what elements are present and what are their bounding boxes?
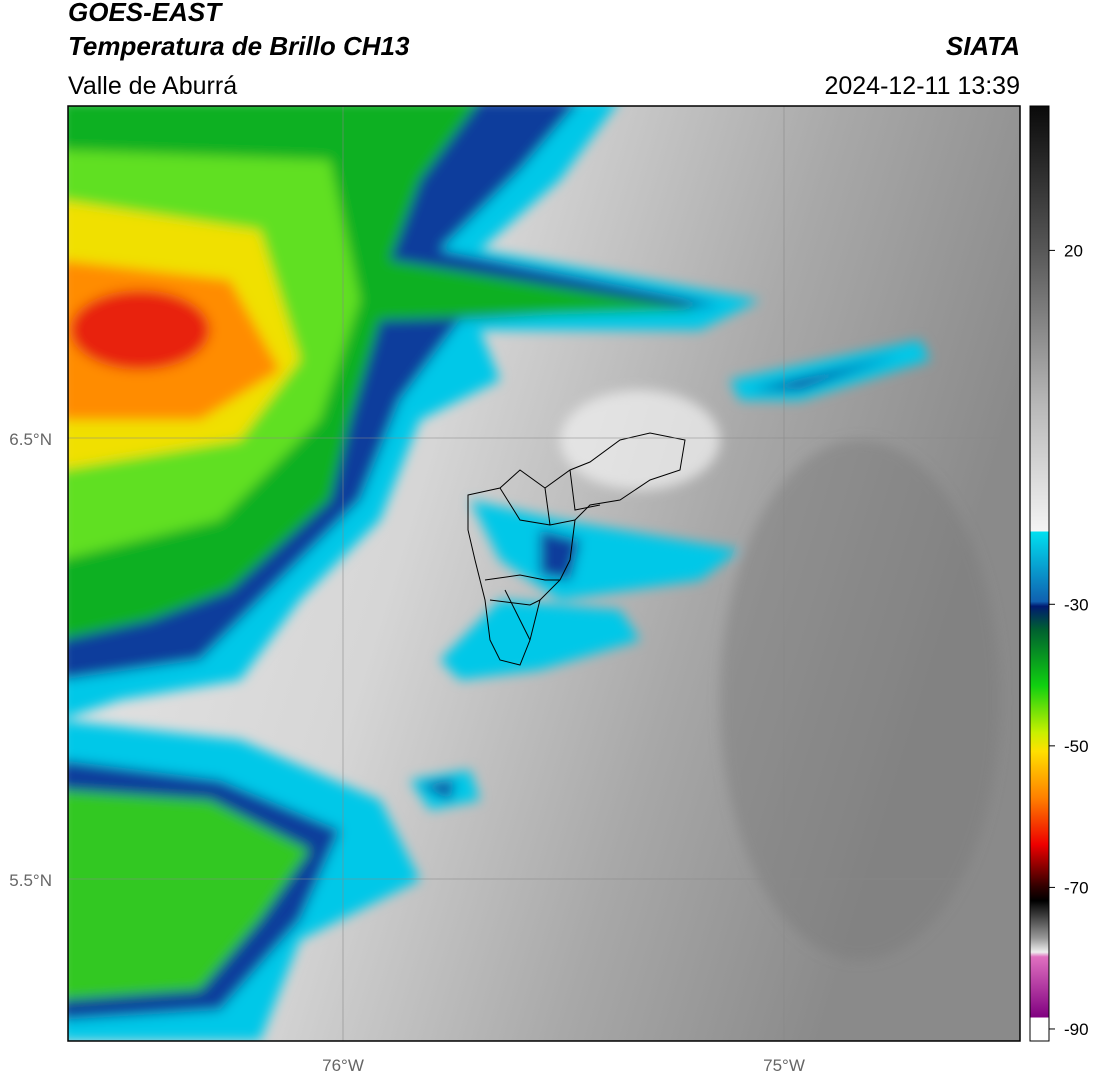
subtitle: Temperatura de Brillo CH13	[68, 31, 410, 61]
title: GOES-EAST	[68, 0, 223, 27]
lat-label: 5.5°N	[9, 871, 52, 890]
source: SIATA	[946, 31, 1020, 61]
colorbar-ticks: 20 -30 -50 -70 -90	[1049, 241, 1089, 1039]
colorbar	[1029, 105, 1050, 1042]
colorbar-tick-label: -90	[1064, 1020, 1089, 1039]
lon-label: 75°W	[763, 1056, 805, 1075]
colorbar-tick-label: -50	[1064, 737, 1089, 756]
lon-label: 76°W	[322, 1056, 364, 1075]
satellite-image	[68, 106, 1020, 1041]
colorbar-tick-label: -70	[1064, 878, 1089, 897]
municipal-boundaries	[467, 432, 686, 666]
timestamp: 2024-12-11 13:39	[824, 72, 1020, 100]
lat-label: 6.5°N	[9, 430, 52, 449]
map-frame	[67, 105, 1021, 1042]
colorbar-tick-label: -30	[1064, 595, 1089, 614]
region: Valle de Aburrá	[68, 72, 237, 100]
colorbar-tick-label: 20	[1064, 241, 1083, 260]
graticule	[68, 106, 1020, 1041]
